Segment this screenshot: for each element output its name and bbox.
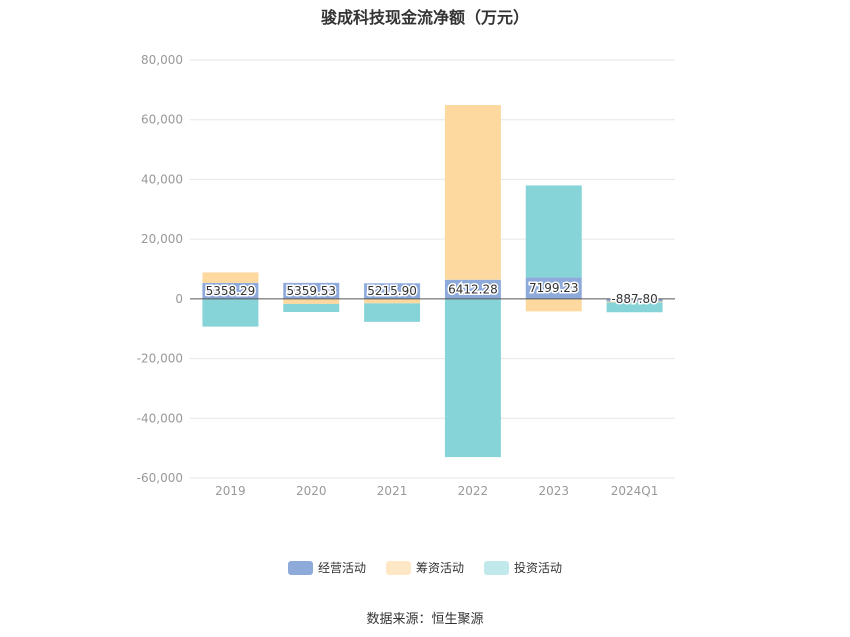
y-tick-label: -60,000 bbox=[137, 471, 183, 485]
bar-0-2022 bbox=[444, 279, 501, 299]
x-tick-label: 2023 bbox=[538, 484, 569, 498]
legend-label-operating: 经营活动 bbox=[317, 561, 366, 575]
bar-2-2022 bbox=[444, 298, 501, 458]
bar-0-2024Q1 bbox=[606, 298, 663, 302]
data-label: 6412.28 bbox=[448, 282, 498, 296]
bar-2-2024Q1 bbox=[606, 302, 663, 313]
grid-lines bbox=[190, 59, 675, 479]
x-tick-label: 2021 bbox=[377, 484, 408, 498]
bar-1-2019 bbox=[202, 272, 259, 283]
bar-1-2022 bbox=[444, 105, 501, 280]
data-label: -887.80 bbox=[611, 292, 657, 306]
legend-swatch-financing bbox=[385, 560, 411, 575]
legend-item-operating[interactable]: 经营活动 bbox=[287, 559, 366, 576]
x-tick-label: 2022 bbox=[458, 484, 489, 498]
bar-0-2023 bbox=[525, 277, 582, 299]
bar-0-2020 bbox=[283, 282, 340, 299]
bar-2-2020 bbox=[283, 303, 340, 312]
legend-item-investing[interactable]: 投资活动 bbox=[484, 559, 562, 576]
bar-1-2020 bbox=[283, 298, 340, 304]
bar-2-2023 bbox=[525, 185, 582, 278]
legend-item-financing[interactable]: 筹资活动 bbox=[385, 559, 464, 576]
legend-label-investing: 投资活动 bbox=[514, 561, 563, 575]
bar-0-2019 bbox=[202, 282, 259, 299]
data-labels: 5358.29 5359.53 5215.90 6412.28 7199.23 -887.… bbox=[204, 280, 659, 308]
y-tick-label: 0 bbox=[175, 292, 183, 306]
x-tick-label: 2024Q1 bbox=[611, 484, 659, 498]
y-tick-label: 60,000 bbox=[141, 113, 183, 127]
bar-1-2021 bbox=[364, 298, 421, 304]
data-label: 5359.53 bbox=[286, 284, 336, 298]
bar-1-2024Q1 bbox=[606, 301, 663, 303]
x-tick-label: 2019 bbox=[215, 484, 246, 498]
data-label: 5358.29 bbox=[206, 284, 256, 298]
bar-2-2021 bbox=[364, 303, 421, 322]
bar-2-2019 bbox=[202, 298, 259, 327]
y-tick-label: 20,000 bbox=[141, 232, 183, 246]
legend: 经营活动 筹资活动 投资活动 bbox=[0, 559, 850, 576]
legend-label-financing: 筹资活动 bbox=[415, 561, 464, 575]
data-source: 数据来源：恒生聚源 bbox=[366, 612, 484, 627]
x-axis: 2019 2020 2021 2022 2023 2024Q1 bbox=[215, 484, 658, 498]
legend-swatch-investing bbox=[484, 560, 509, 575]
x-tick-label: 2020 bbox=[296, 484, 327, 498]
y-axis: 80,000 60,000 40,000 20,000 0 -20,000 -40,000 -… bbox=[137, 53, 183, 485]
y-tick-label: 80,000 bbox=[141, 53, 183, 67]
data-label: 5215.90 bbox=[367, 284, 417, 298]
y-tick-label: 40,000 bbox=[141, 172, 183, 186]
legend-swatch-operating bbox=[287, 560, 313, 575]
y-tick-label: -40,000 bbox=[137, 411, 183, 425]
y-tick-label: -20,000 bbox=[137, 352, 183, 366]
data-label: 7199.23 bbox=[529, 281, 579, 295]
bar-0-2021 bbox=[364, 283, 421, 299]
bars bbox=[202, 105, 663, 458]
bar-1-2023 bbox=[525, 298, 582, 312]
chart-title: 骏成科技现金流净额（万元） bbox=[320, 8, 529, 27]
